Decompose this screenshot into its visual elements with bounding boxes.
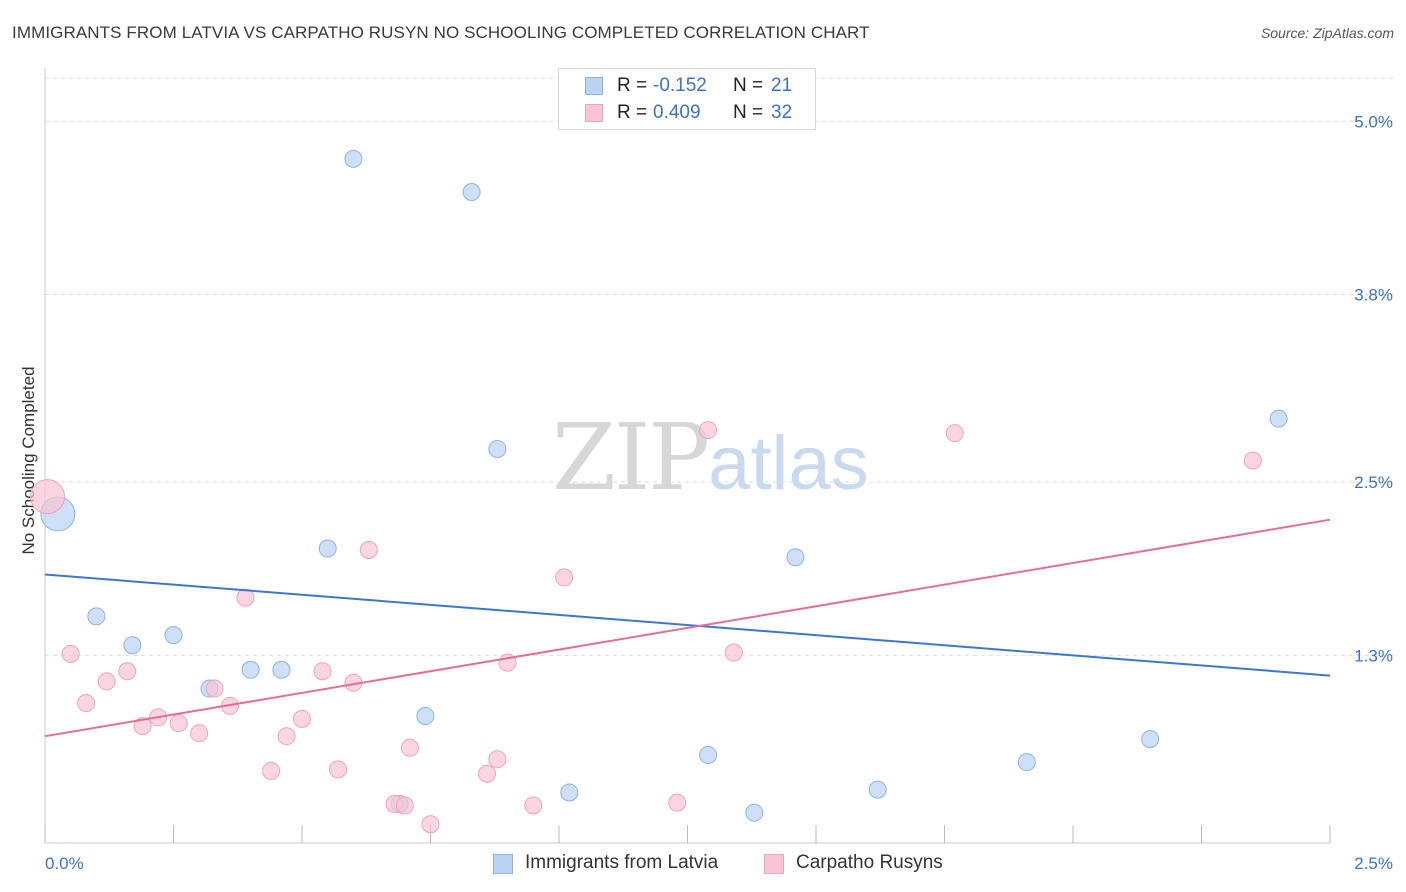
rusyn-point [277,727,296,746]
y-tick-label: 3.8% [1354,286,1393,305]
r-label: R = [617,75,648,96]
latvia-point [272,660,291,679]
latvia-point [699,745,718,764]
n-label: N = [733,102,764,123]
n-value: 21 [771,75,793,96]
rusyn-point [945,424,964,443]
rusyn-point [118,662,137,681]
latvia-point [1269,409,1288,428]
rusyn-point [169,714,188,733]
latvia-trend-line [44,573,1331,677]
watermark-zip: ZIP [552,404,710,511]
latvia-point [1141,730,1160,749]
zipatlas-watermark: ZIPatlas [552,404,869,511]
source-label: Source: ZipAtlas.com [1260,25,1394,41]
rusyn-point [61,644,80,663]
latvia-point [560,783,579,802]
y-tick-label: 1.3% [1354,646,1393,665]
rusyn-legend-label: Carpatho Rusyns [796,852,943,873]
watermark-atlas: atlas [708,421,869,506]
rusyn-point [724,643,743,662]
rusyn-point [699,421,718,440]
n-label: N = [733,75,764,96]
rusyn-point [97,672,116,691]
rusyn-point [30,479,66,515]
rusyn-legend-swatch [764,854,784,874]
rusyn-point [668,793,687,812]
rusyn-point [293,709,311,728]
rusyn-point [1243,451,1262,470]
rusyn-point [400,738,419,757]
rusyn-swatch [585,104,603,122]
n-value: 32 [771,102,793,123]
latvia-point [416,706,435,725]
latvia-point [344,149,363,168]
y-tick-label: 5.0% [1354,112,1393,131]
x-tick-label: 0.0% [45,854,84,873]
rusyn-point [395,796,414,815]
rusyn-trend-line [44,518,1331,738]
rusyn-point [359,540,378,559]
x-tick-label: 2.5% [1354,854,1393,873]
stats-legend: R = -0.152 N = 21 R = 0.409 N = 32 [558,68,816,130]
latvia-point [1017,753,1036,772]
rusyn-point [262,761,281,780]
rusyn-point [205,679,224,698]
latvia-point [462,183,481,202]
latvia-point [488,439,507,458]
r-label: R = [617,102,648,123]
chart-title: IMMIGRANTS FROM LATVIA VS CARPATHO RUSYN… [12,23,870,42]
rusyn-point [488,750,507,769]
rusyn-point [133,717,152,736]
latvia-point [123,636,142,655]
latvia-point [745,803,764,822]
rusyn-point [190,724,209,743]
rusyn-point [524,796,543,815]
y-axis-label: No Schooling Completed [19,366,38,554]
latvia-point [164,626,183,645]
rusyn-point [555,568,574,587]
latvia-swatch [585,77,603,95]
rusyn-point [328,760,347,779]
rusyn-point [421,815,440,834]
rusyn-point [313,662,332,681]
latvia-point [786,548,805,567]
latvia-legend-swatch [493,854,513,874]
latvia-point [241,660,260,679]
latvia-series [40,149,1288,822]
latvia-point [87,607,106,626]
rusyn-series [30,421,1262,834]
rusyn-point [77,693,96,712]
y-tick-label: 2.5% [1354,473,1393,492]
latvia-point [318,539,337,558]
latvia-legend-label: Immigrants from Latvia [525,852,719,873]
rusyn-point [236,588,255,607]
r-value: 0.409 [653,102,701,123]
latvia-point [868,780,887,799]
rusyn-point [478,764,497,783]
r-value: -0.152 [653,75,707,96]
